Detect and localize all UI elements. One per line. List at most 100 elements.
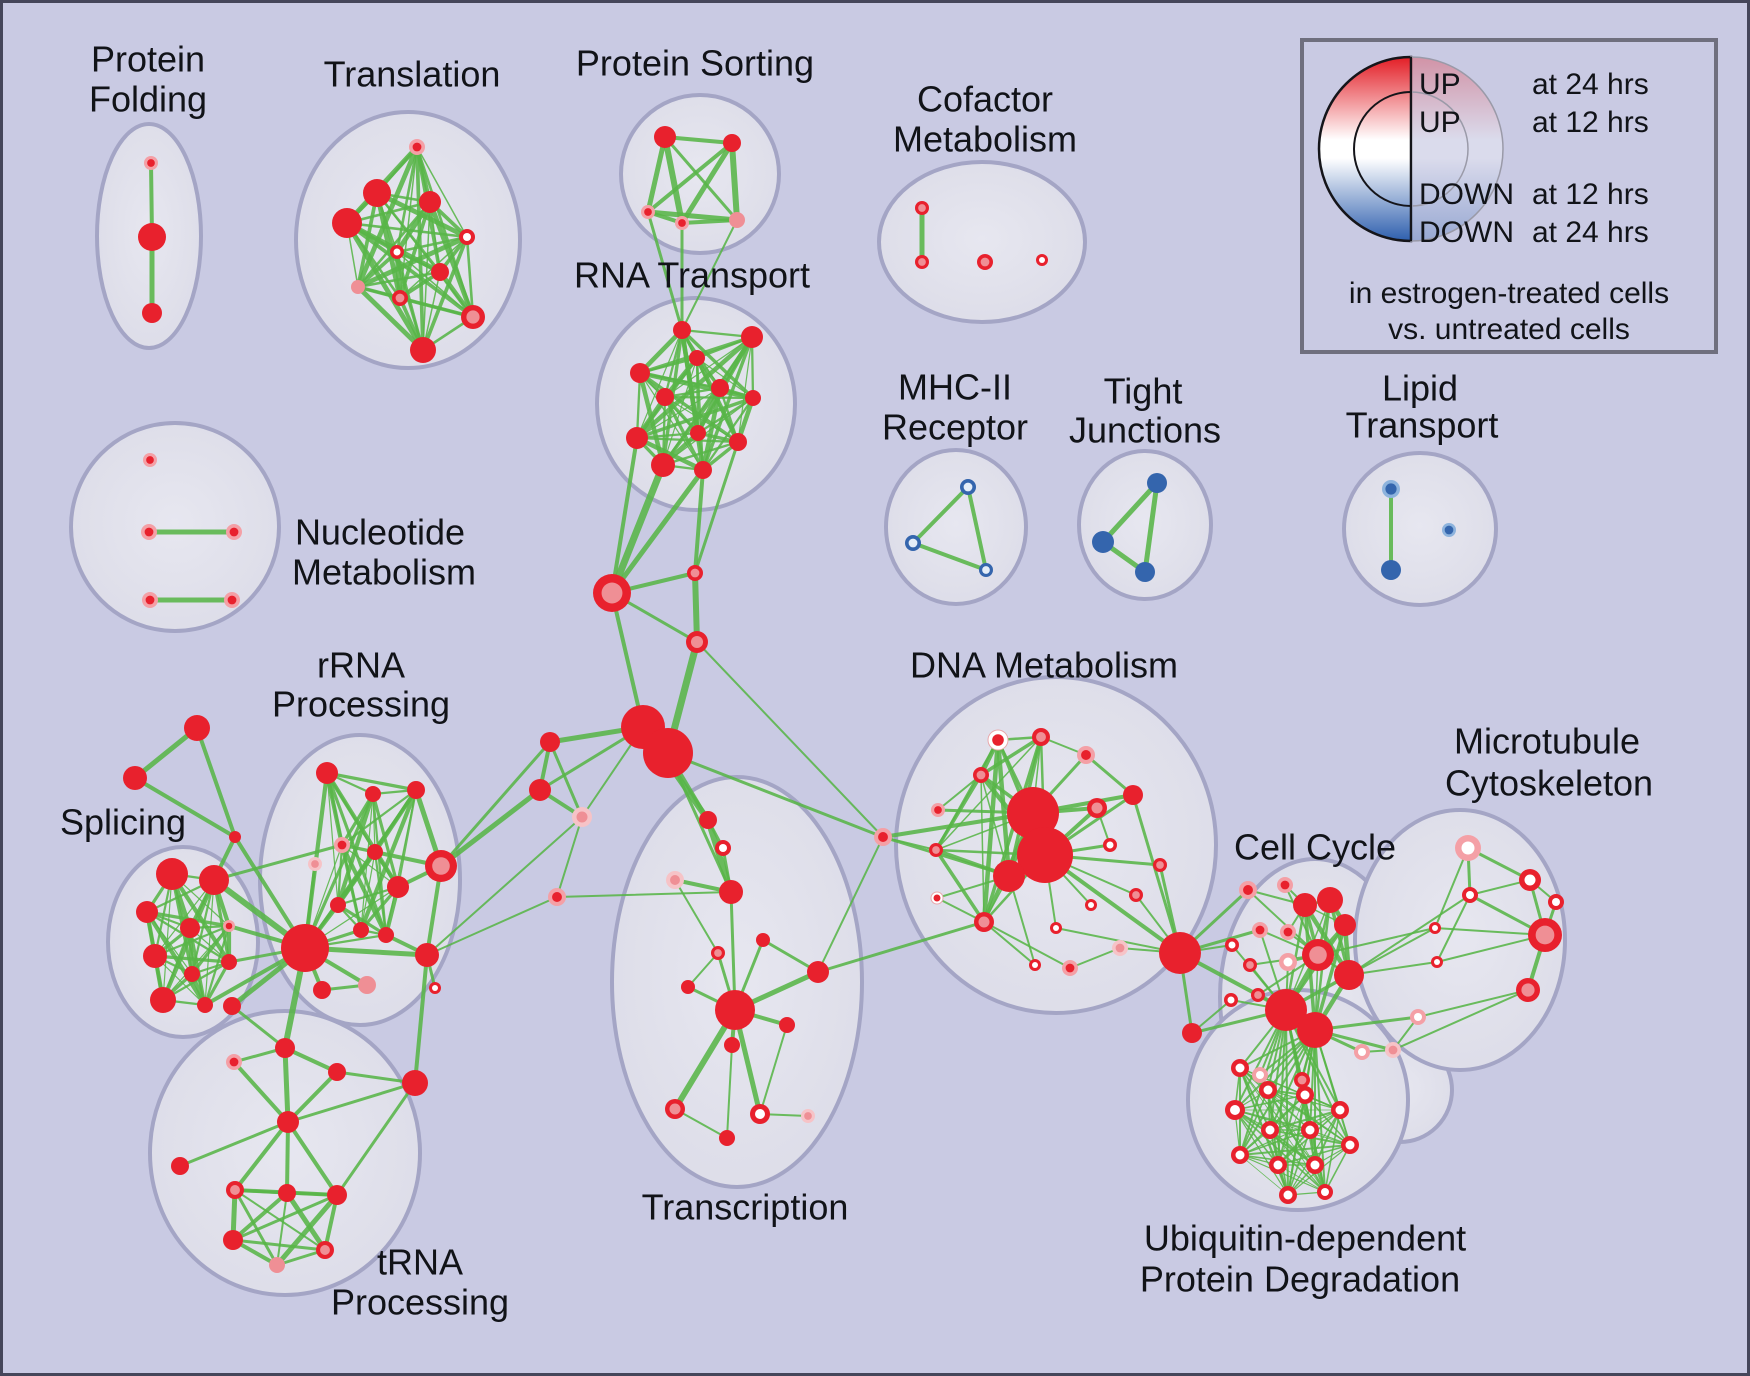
network-edge (635, 436, 740, 444)
node-tr-2 (419, 191, 441, 213)
network-edge (1069, 947, 1121, 969)
network-edge (132, 725, 200, 781)
cluster-label-rr-0: rRNA (317, 645, 405, 686)
node-cc-3 (1317, 887, 1343, 913)
cluster-label-cf-0: Cofactor (917, 79, 1053, 120)
cluster-label-ub-0: Ubiquitin-dependent (1144, 1218, 1466, 1259)
node-core-tr-8 (395, 293, 405, 303)
cluster-label-tn-1: Processing (331, 1282, 509, 1323)
network-edge (422, 201, 431, 351)
network-edge (325, 771, 418, 792)
node-tc-8 (715, 990, 755, 1030)
network-edge (325, 771, 388, 937)
node-core-lt-0 (1385, 483, 1397, 495)
cluster-label-pf-1: Folding (89, 79, 207, 120)
network-edge (341, 844, 399, 888)
network-edge (1287, 1029, 1316, 1196)
node-core-cc-4 (1255, 925, 1265, 935)
node-core-tr-0 (412, 142, 422, 152)
network-edge (284, 1190, 328, 1253)
cluster-shape-lt (1342, 451, 1498, 607)
network-edge (204, 879, 215, 1006)
network-edge (356, 250, 399, 289)
cluster-label-lt-0: Lipid (1382, 368, 1458, 409)
node-tn-11 (269, 1257, 285, 1273)
node-core-mh-0 (963, 482, 973, 492)
network-edge (911, 485, 970, 545)
network-edge (303, 792, 375, 950)
node-rt-6 (745, 390, 761, 406)
node-rr-1 (365, 786, 381, 802)
legend-circle-24h-right (1410, 56, 1504, 242)
network-edge (274, 1192, 340, 1268)
node-rr-14 (358, 976, 376, 994)
network-edge (195, 726, 237, 839)
node-tr-6 (431, 263, 449, 281)
network-edge (934, 773, 983, 852)
legend-time-0: at 24 hrs (1532, 68, 1649, 101)
network-edge (1269, 1129, 1316, 1166)
network-edge (1285, 1009, 1289, 1196)
network-edge (286, 1070, 339, 1124)
node-core-rr-3 (337, 840, 347, 850)
network-edge (664, 396, 739, 443)
network-edge (726, 1044, 733, 1139)
node-rt-2 (689, 350, 705, 366)
node-core-ub-3 (1265, 1125, 1275, 1135)
network-edge (231, 1238, 327, 1252)
network-edge (345, 221, 475, 319)
node-core-dm-13 (1156, 861, 1164, 869)
network-edge (679, 140, 735, 226)
node-rr-8 (330, 897, 346, 913)
node-core-rr-4 (311, 860, 319, 868)
network-edge (696, 396, 755, 435)
network-edge (1434, 847, 1469, 929)
node-core-dm-6 (1091, 802, 1103, 814)
network-edge (816, 920, 986, 974)
network-edge (636, 329, 683, 439)
network-edge (422, 271, 441, 351)
node-rt-10 (651, 453, 675, 477)
network-edge (608, 461, 667, 597)
node-tn-3 (328, 1063, 346, 1081)
network-edge (646, 141, 734, 214)
node-bb-5 (540, 732, 560, 752)
network-edge (335, 1081, 417, 1197)
node-core-cc-1 (1280, 880, 1290, 890)
network-edge (1234, 1109, 1279, 1166)
network-edge (344, 220, 426, 353)
network-edge (212, 843, 344, 882)
network-edge (663, 386, 722, 399)
cluster-label-mt-0: Microtubule (1454, 721, 1640, 762)
node-rt-11 (694, 461, 712, 479)
node-tj-0 (1147, 473, 1167, 493)
network-edge (1314, 1029, 1351, 1146)
node-core-mt-5 (1432, 925, 1438, 931)
network-edge (1239, 1154, 1326, 1193)
network-edge (413, 953, 429, 1085)
node-sp-8 (150, 987, 176, 1013)
network-edge (340, 788, 418, 847)
node-rt-5 (656, 388, 674, 406)
node-core-mh-1 (908, 538, 918, 548)
network-edge (1348, 927, 1436, 976)
network-edge (426, 816, 583, 956)
cluster-label-cc-0: Cell Cycle (1234, 827, 1396, 868)
node-core-tc-1 (719, 844, 727, 852)
node-core-ps-2 (644, 208, 652, 216)
node-core-cc-7 (1283, 957, 1293, 967)
cluster-label-tj-1: Junctions (1069, 410, 1221, 451)
network-edge (759, 1024, 788, 1115)
network-edge (429, 201, 441, 273)
node-core-cc-5 (1283, 927, 1293, 937)
network-edge (729, 140, 740, 223)
node-core-ub-0 (1235, 1063, 1245, 1073)
network-edge (646, 210, 684, 332)
node-sp-0 (156, 858, 188, 890)
network-edge (153, 954, 231, 964)
node-core-tn-6 (230, 1185, 240, 1195)
node-tj-2 (1135, 562, 1155, 582)
node-rt-0 (673, 321, 691, 339)
node-dm-7 (1123, 785, 1143, 805)
